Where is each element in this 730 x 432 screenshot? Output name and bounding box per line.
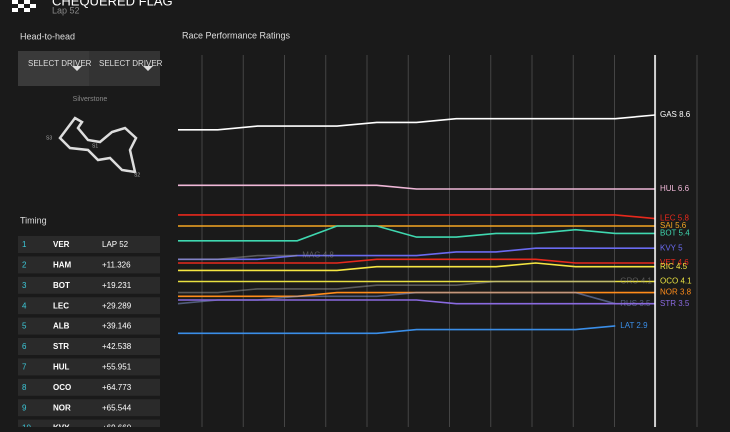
- driver-code: NOR: [53, 403, 71, 412]
- series-label: VET 4.6: [660, 258, 689, 267]
- series-label: OCO 4.1: [660, 277, 692, 286]
- series-label: SAI 5.6: [660, 221, 687, 230]
- gap: +19.231: [102, 281, 132, 290]
- chart-title: Race Performance Ratings: [182, 30, 291, 40]
- series-label: HUL 6.6: [660, 184, 690, 193]
- driver-code: BOT: [53, 281, 70, 290]
- series-label: RIC 4.5: [660, 262, 688, 271]
- series-line: [178, 280, 616, 294]
- timing-row: [18, 338, 160, 355]
- timing-row: [18, 358, 160, 376]
- position: 2: [22, 261, 27, 270]
- series-label: LEC 5.8: [660, 214, 689, 223]
- driver-code: HUL: [53, 363, 70, 372]
- series-line: [178, 325, 616, 335]
- gap: +42.538: [102, 342, 132, 351]
- sector-label: S1: [92, 143, 98, 149]
- series-line: [178, 254, 298, 261]
- series-label: BOT 5.4: [660, 229, 690, 238]
- position: 6: [22, 342, 27, 351]
- series-label: MAG 4.8: [302, 251, 334, 260]
- series-label: STR 3.5: [660, 299, 690, 308]
- driver-code: OCO: [53, 383, 71, 392]
- driver-code: LEC: [53, 301, 69, 310]
- position: 8: [22, 383, 27, 392]
- driver-code: HAM: [53, 261, 72, 270]
- gap: +64.773: [102, 383, 132, 392]
- series-line: [178, 262, 655, 272]
- position: 3: [22, 281, 27, 290]
- series-line: [178, 299, 655, 305]
- timing-row: [18, 276, 160, 294]
- gap: +39.146: [102, 322, 132, 331]
- select-label: SELECT DRIVER: [28, 59, 92, 68]
- position: 5: [22, 322, 27, 331]
- series-label: NOR 3.8: [660, 288, 692, 297]
- sector-label: S2: [134, 172, 140, 178]
- timing-row: [18, 236, 160, 253]
- timing-row: [18, 419, 160, 432]
- timing-row: [18, 256, 160, 274]
- series-line: [178, 114, 656, 131]
- track-map: [58, 116, 138, 174]
- sector-label: S3: [46, 135, 52, 141]
- series-label: GRO 4.1: [620, 277, 652, 286]
- driver-code: VER: [53, 240, 70, 249]
- track-name: Silverstone: [73, 96, 108, 103]
- app-title: CHEQUERED FLAG: [52, 0, 173, 8]
- series-line: [178, 258, 655, 264]
- timing-row: [18, 317, 160, 335]
- gap: LAP 52: [102, 240, 129, 249]
- series-label: KVY 5: [660, 243, 683, 252]
- series-label: GAS 8.6: [660, 110, 691, 119]
- section-title: Timing: [20, 215, 47, 225]
- position: 7: [22, 363, 27, 372]
- select-label: SELECT DRIVER: [99, 59, 163, 68]
- dropdown-arrow: [72, 66, 153, 71]
- series-line: [178, 247, 655, 261]
- series-line: [178, 184, 655, 190]
- driver-code: ALB: [53, 322, 70, 331]
- driver-code: STR: [53, 342, 69, 351]
- gap: +29.289: [102, 301, 132, 310]
- timing-row: [18, 297, 160, 315]
- section-title: Head-to-head: [20, 31, 75, 41]
- gap: +55.951: [102, 363, 132, 372]
- position: 1: [22, 240, 27, 249]
- lap-label: Lap 52: [52, 5, 80, 15]
- flag-icon: [12, 0, 36, 12]
- series-line: [178, 214, 656, 220]
- gap: +11.326: [102, 261, 131, 270]
- position: 9: [22, 403, 27, 412]
- timing-row: [18, 399, 160, 417]
- timing-row: [18, 378, 160, 396]
- series-label: LAT 2.9: [620, 321, 648, 330]
- position: 4: [22, 301, 27, 310]
- gap: +65.544: [102, 403, 132, 412]
- series-line: [178, 225, 655, 242]
